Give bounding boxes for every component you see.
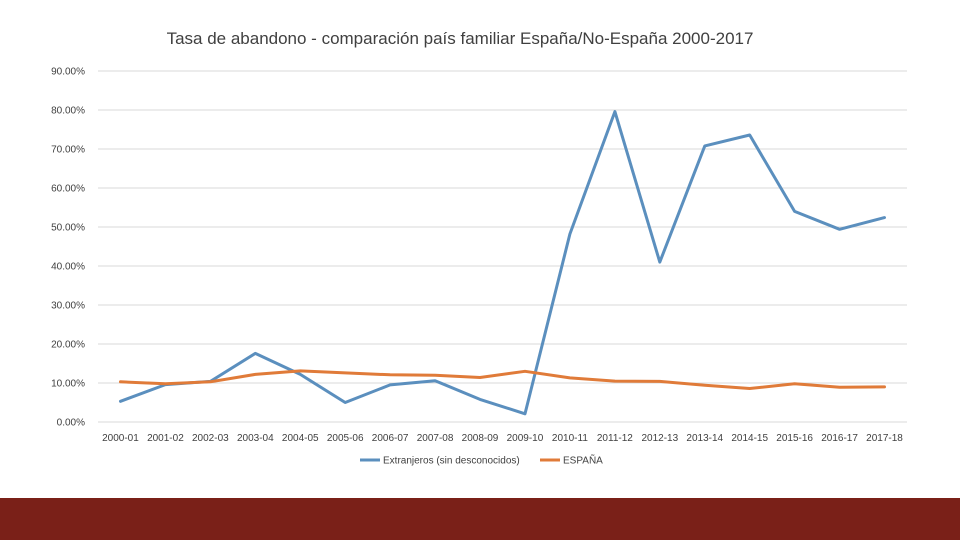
x-tick-label: 2002-03 xyxy=(192,433,229,444)
series-line-2 xyxy=(119,369,886,390)
x-tick-label: 2005-06 xyxy=(327,433,364,444)
series-lines xyxy=(119,110,886,416)
y-tick-label: 80.00% xyxy=(51,106,85,117)
x-tick-label: 2000-01 xyxy=(102,433,139,444)
x-axis-ticks: 2000-01 2001-02 2002-03 2003-04 2004-05 2005-… xyxy=(102,433,903,444)
x-tick-label: 2017-18 xyxy=(866,433,903,444)
legend-label: Extranjeros (sin desconocidos) xyxy=(383,456,520,467)
y-tick-label: 10.00% xyxy=(51,379,85,390)
x-tick-label: 2014-15 xyxy=(731,433,768,444)
y-tick-label: 40.00% xyxy=(51,262,85,273)
x-tick-label: 2006-07 xyxy=(372,433,409,444)
y-tick-label: 20.00% xyxy=(51,340,85,351)
x-tick-label: 2003-04 xyxy=(237,433,274,444)
y-tick-label: 60.00% xyxy=(51,184,85,195)
footer-bar xyxy=(0,498,960,540)
series-line-1 xyxy=(119,110,886,416)
y-tick-label: 30.00% xyxy=(51,301,85,312)
line-chart: 0.00% 10.00% 20.00% 30.00% 40.00% 50.00% 60.00… xyxy=(51,67,907,467)
x-tick-label: 2013-14 xyxy=(686,433,723,444)
gridlines xyxy=(98,70,907,423)
chart-title: Tasa de abandono - comparación país fami… xyxy=(166,29,754,48)
x-tick-label: 2001-02 xyxy=(147,433,184,444)
x-tick-label: 2007-08 xyxy=(417,433,454,444)
y-tick-label: 70.00% xyxy=(51,145,85,156)
x-tick-label: 2010-11 xyxy=(552,433,588,444)
y-tick-label: 90.00% xyxy=(51,67,85,78)
x-tick-label: 2011-12 xyxy=(597,433,633,444)
legend: Extranjeros (sin desconocidos) ESPAÑA xyxy=(360,454,603,467)
x-tick-label: 2012-13 xyxy=(641,433,678,444)
x-tick-label: 2016-17 xyxy=(821,433,858,444)
y-axis-ticks: 0.00% 10.00% 20.00% 30.00% 40.00% 50.00% 60.00… xyxy=(51,67,85,429)
x-tick-label: 2009-10 xyxy=(507,433,544,444)
x-tick-label: 2004-05 xyxy=(282,433,319,444)
x-tick-label: 2015-16 xyxy=(776,433,813,444)
x-tick-label: 2008-09 xyxy=(462,433,499,444)
y-tick-label: 0.00% xyxy=(57,418,85,429)
legend-label: ESPAÑA xyxy=(563,454,603,467)
y-tick-label: 50.00% xyxy=(51,223,85,234)
